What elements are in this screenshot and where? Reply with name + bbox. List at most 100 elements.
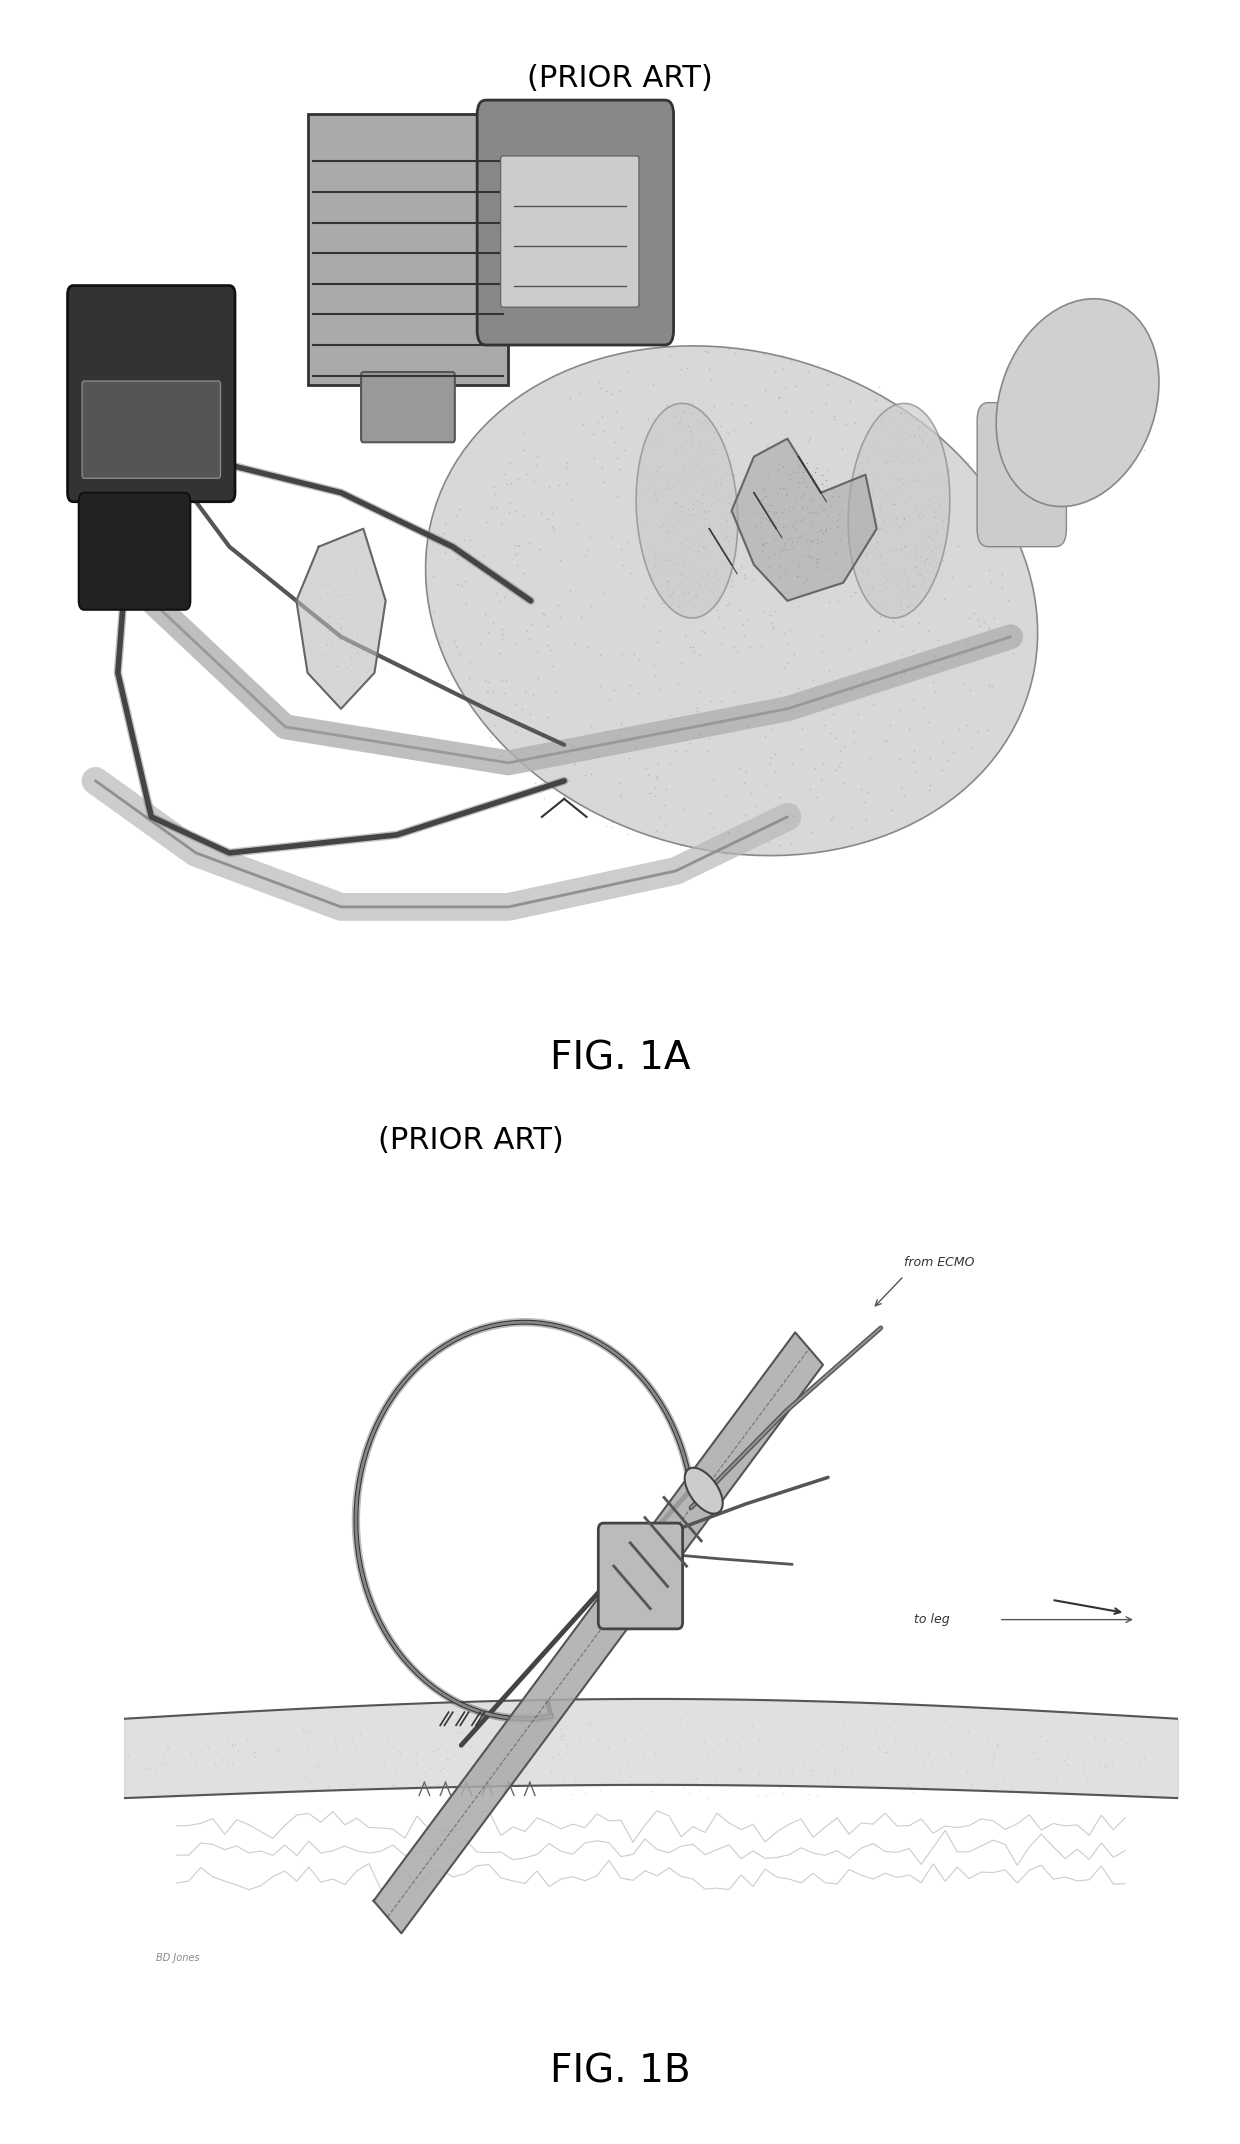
Point	[438, 1743, 458, 1777]
Point	[538, 628, 558, 662]
Point	[804, 463, 823, 497]
Point	[1012, 386, 1032, 420]
Point	[908, 1745, 928, 1780]
Point	[843, 714, 863, 748]
Point	[697, 733, 717, 768]
Point	[911, 534, 931, 568]
Point	[482, 673, 502, 708]
Point	[908, 557, 928, 592]
Point	[331, 600, 351, 635]
Point	[1027, 440, 1047, 474]
Point	[684, 452, 704, 487]
Point	[706, 1760, 725, 1795]
Point	[832, 1771, 852, 1805]
Point	[667, 515, 687, 549]
Point	[672, 461, 692, 495]
Point	[1053, 405, 1073, 440]
Point	[719, 487, 739, 521]
Point	[903, 1775, 923, 1810]
Point	[305, 570, 325, 605]
Point	[126, 1737, 146, 1771]
Point	[646, 815, 666, 849]
Point	[649, 746, 668, 780]
Point	[754, 474, 774, 508]
Point	[880, 444, 900, 478]
Point	[1002, 1769, 1022, 1803]
Point	[748, 1780, 768, 1814]
Point	[811, 480, 831, 515]
Point	[782, 798, 802, 832]
Point	[794, 461, 813, 495]
Point	[717, 519, 737, 553]
Point	[477, 1730, 497, 1765]
Point	[671, 403, 691, 437]
Point	[1092, 324, 1112, 358]
Point	[760, 1775, 780, 1810]
Point	[812, 459, 832, 493]
Point	[363, 1717, 383, 1752]
Point	[1097, 332, 1117, 367]
Point	[718, 416, 738, 450]
Point	[681, 418, 701, 452]
Point	[601, 521, 621, 555]
Point	[1065, 427, 1085, 461]
FancyBboxPatch shape	[477, 101, 673, 345]
Point	[753, 489, 773, 523]
Point	[1058, 309, 1078, 343]
Point	[701, 362, 720, 397]
Point	[611, 410, 631, 444]
Point	[880, 708, 900, 742]
Point	[574, 538, 594, 572]
Point	[887, 502, 906, 536]
Point	[459, 660, 479, 695]
Point	[987, 491, 1007, 525]
Point	[460, 645, 480, 680]
Point	[672, 534, 692, 568]
Point	[841, 579, 861, 613]
Point	[329, 622, 348, 656]
Point	[832, 495, 852, 530]
Point	[774, 527, 794, 562]
Point	[802, 504, 822, 538]
Point	[594, 1767, 614, 1801]
Point	[894, 497, 914, 532]
Point	[1099, 358, 1118, 392]
Point	[1021, 412, 1040, 446]
Point	[563, 729, 583, 763]
Point	[342, 615, 362, 650]
Point	[787, 455, 807, 489]
Point	[885, 474, 905, 508]
Point	[1007, 386, 1027, 420]
Point	[781, 568, 801, 602]
Point	[549, 768, 569, 802]
Point	[1007, 429, 1027, 463]
Point	[942, 560, 962, 594]
Ellipse shape	[636, 403, 738, 617]
Point	[560, 572, 580, 607]
Point	[692, 405, 712, 440]
Point	[490, 583, 510, 617]
Point	[521, 607, 541, 641]
Point	[678, 407, 698, 442]
Point	[696, 562, 715, 596]
Point	[476, 1756, 496, 1790]
Point	[629, 675, 649, 710]
Point	[647, 1754, 667, 1788]
Point	[691, 437, 711, 472]
Point	[619, 712, 639, 746]
Point	[603, 804, 622, 838]
Point	[553, 1767, 573, 1801]
Point	[792, 564, 812, 598]
Point	[796, 560, 816, 594]
Point	[1090, 360, 1110, 394]
Point	[672, 566, 692, 600]
Point	[983, 1741, 1003, 1775]
Point	[1006, 373, 1025, 407]
Point	[914, 1769, 934, 1803]
Point	[557, 465, 577, 500]
Point	[873, 545, 893, 579]
Point	[900, 587, 920, 622]
Point	[864, 519, 884, 553]
Point	[753, 500, 773, 534]
Point	[706, 463, 725, 497]
